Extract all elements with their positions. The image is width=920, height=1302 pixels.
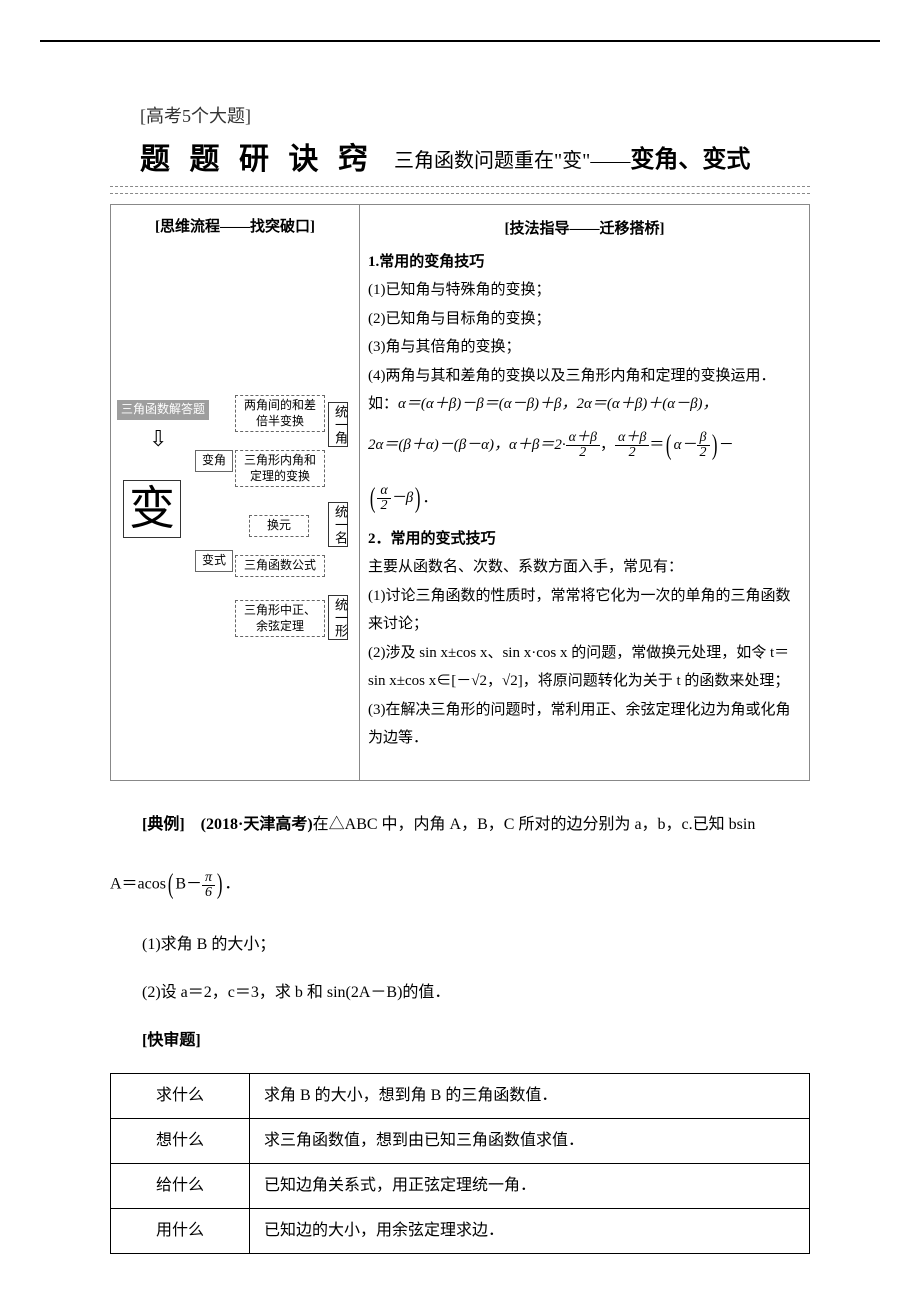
- table-row: 给什么 已知边角关系式，用正弦定理统一角．: [111, 1164, 810, 1209]
- right-column: [技法指导——迁移搭桥] 1.常用的变角技巧 (1)已知角与特殊角的变换； (2…: [360, 205, 809, 780]
- header: [高考5个大题] 题 题 研 诀 窍 三角函数问题重在"变"——变角、变式: [110, 102, 810, 194]
- frac-1: α＋β2: [566, 431, 600, 460]
- diagram-node1a: 两角间的和差: [244, 398, 316, 412]
- down-arrow-icon: ⇩: [149, 426, 167, 452]
- subtitle: 三角函数问题重在"变"——变角、变式: [394, 139, 810, 174]
- left-column: [思维流程——找突破口] 三角函数解答题 ⇩ 变 变角 变式 两角间的和差 倍半…: [111, 205, 360, 780]
- diagram-node5: 三角形中正、 余弦定理: [235, 600, 325, 637]
- tech-p4: (4)两角与其和差角的变换以及三角形内角和定理的变换运用．如：α＝(α＋β)－β…: [368, 362, 801, 419]
- frac-2: α＋β2: [615, 431, 649, 460]
- diagram-node5b: 余弦定理: [256, 619, 304, 633]
- example-body2-line: A＝acos(B－π6)．: [110, 857, 810, 913]
- example-lead: [典例] (2018·天津高考): [142, 816, 313, 833]
- cell-r3b: 已知边角关系式，用正弦定理统一角．: [250, 1164, 810, 1209]
- diagram-node4: 三角函数公式: [235, 555, 325, 577]
- frac-3: β2: [697, 431, 710, 460]
- table-row: 想什么 求三角函数值，想到由已知三角函数值求值．: [111, 1119, 810, 1164]
- title-row: 题 题 研 诀 窍 三角函数问题重在"变"——变角、变式: [110, 134, 810, 187]
- diagram-node2b: 定理的变换: [250, 469, 310, 483]
- frac-4: α2: [377, 484, 390, 513]
- right-heading: [技法指导——迁移搭桥]: [368, 211, 801, 248]
- cell-r4a: 用什么: [111, 1209, 250, 1254]
- diagram-right2: 统一名: [328, 502, 348, 547]
- example-q1: (1)求角 B 的大小；: [110, 929, 810, 961]
- cell-r3a: 给什么: [111, 1164, 250, 1209]
- table-row: 求什么 求角 B 的大小，想到角 B 的三角函数值．: [111, 1074, 810, 1119]
- example-lead-line: [典例] (2018·天津高考)在△ABC 中，内角 A，B，C 所对的边分别为…: [110, 809, 810, 841]
- table-row: 用什么 已知边的大小，用余弦定理求边．: [111, 1209, 810, 1254]
- frac-pi6: π6: [202, 871, 215, 900]
- tech-p3: (3)角与其倍角的变换；: [368, 333, 801, 362]
- diagram-node1: 两角间的和差 倍半变换: [235, 395, 325, 432]
- tech-p4b: α＝(α＋β)－β＝(α－β)＋β，2α＝(α＋β)＋(α－β)，: [398, 396, 718, 412]
- sqrt2-1: √2: [471, 673, 487, 689]
- tech-h1: 1.常用的变角技巧: [368, 254, 484, 270]
- flow-diagram: 三角函数解答题 ⇩ 变 变角 变式 两角间的和差 倍半变换 三角形内角和 定理的…: [115, 340, 355, 770]
- diagram-right1: 统一角: [328, 402, 348, 447]
- example-body2: A＝acos: [110, 876, 166, 893]
- diagram-node2: 三角形内角和 定理的变换: [235, 450, 325, 487]
- cell-r4b: 已知边的大小，用余弦定理求边．: [250, 1209, 810, 1254]
- tech-p4-line2: 2α＝(β＋α)－(β－α)，α＋β＝2·α＋β2，α＋β2＝(α－β2)－: [368, 419, 801, 472]
- cell-r1a: 求什么: [111, 1074, 250, 1119]
- tech-p5: 主要从函数名、次数、系数方面入手，常见有：: [368, 553, 801, 582]
- example-fast: [快审题]: [110, 1025, 810, 1057]
- example-body1: 在△ABC 中，内角 A，B，C 所对的边分别为 a，b，c.已知 bsin: [313, 816, 756, 833]
- tech-p4c: 2α＝(β＋α)－(β－α)，α＋β＝2·: [368, 437, 566, 453]
- tech-h2: 2．常用的变式技巧: [368, 531, 496, 547]
- page: [高考5个大题] 题 题 研 诀 窍 三角函数问题重在"变"——变角、变式 [思…: [40, 40, 880, 1294]
- diagram-mid1: 变角: [195, 450, 233, 472]
- sqrt2-2: √2: [502, 673, 518, 689]
- tech-p8: (3)在解决三角形的问题时，常利用正、余弦定理化边为角或化角为边等．: [368, 696, 801, 753]
- diagram-mid2: 变式: [195, 550, 233, 572]
- main-title: 题 题 研 诀 窍: [140, 134, 374, 178]
- diagram-node3: 换元: [249, 515, 309, 537]
- diagram-big: 变: [123, 480, 181, 538]
- tech-p7c: ]，将原问题转化为关于 t 的函数来处理；: [518, 673, 790, 689]
- example-q2: (2)设 a＝2，c＝3，求 b 和 sin(2A－B)的值．: [110, 977, 810, 1009]
- cell-r2b: 求三角函数值，想到由已知三角函数值求值．: [250, 1119, 810, 1164]
- cell-r1b: 求角 B 的大小，想到角 B 的三角函数值．: [250, 1074, 810, 1119]
- subtitle-bold: 变角、变式: [630, 147, 750, 173]
- subtitle-prefix: 三角函数问题重在"变"——: [394, 150, 630, 172]
- diagram-root: 三角函数解答题: [117, 400, 209, 420]
- tech-p7b: ，: [487, 673, 502, 689]
- diagram-right3: 统一形: [328, 595, 348, 640]
- example-block: [典例] (2018·天津高考)在△ABC 中，内角 A，B，C 所对的边分别为…: [110, 809, 810, 1254]
- diagram-node5a: 三角形中正、: [244, 603, 316, 617]
- tech-p6: (1)讨论三角函数的性质时，常常将它化为一次的单角的三角函数来讨论；: [368, 582, 801, 639]
- tech-p1: (1)已知角与特殊角的变换；: [368, 276, 801, 305]
- divider: [110, 193, 810, 194]
- diagram-node2a: 三角形内角和: [244, 453, 316, 467]
- left-heading: [思维流程——找突破口]: [115, 211, 355, 240]
- two-column-box: [思维流程——找突破口] 三角函数解答题 ⇩ 变 变角 变式 两角间的和差 倍半…: [110, 204, 810, 781]
- diagram-node1b: 倍半变换: [256, 414, 304, 428]
- tech-p4-line3: (α2－β)．: [368, 472, 801, 525]
- tech-p2: (2)已知角与目标角的变换；: [368, 305, 801, 334]
- cell-r2a: 想什么: [111, 1119, 250, 1164]
- section-label: [高考5个大题]: [140, 102, 810, 128]
- question-table: 求什么 求角 B 的大小，想到角 B 的三角函数值． 想什么 求三角函数值，想到…: [110, 1073, 810, 1254]
- tech-p7: (2)涉及 sin x±cos x、sin x·cos x 的问题，常做换元处理…: [368, 639, 801, 696]
